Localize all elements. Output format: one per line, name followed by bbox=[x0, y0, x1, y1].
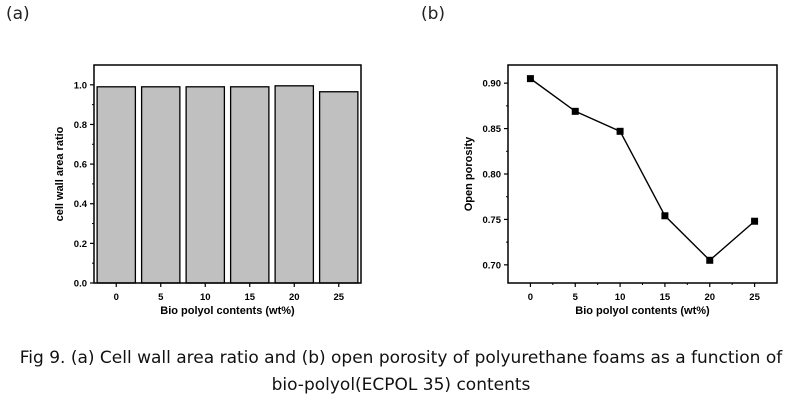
y-tick-label: 0.70 bbox=[483, 260, 502, 271]
bar-15 bbox=[229, 86, 270, 284]
y-tick-label: 0.90 bbox=[483, 79, 502, 90]
y-axis-label: Open porosity bbox=[463, 136, 475, 211]
x-axis-label: Bio polyol contents (wt%) bbox=[575, 305, 710, 317]
data-point-0 bbox=[526, 75, 534, 83]
x-tick-label: 0 bbox=[528, 292, 533, 303]
data-point-25 bbox=[751, 217, 759, 225]
y-tick-label: 0.0 bbox=[74, 279, 87, 290]
caption-line-1: Fig 9. (a) Cell wall area ratio and (b) … bbox=[19, 348, 783, 368]
y-tick-label: 0.4 bbox=[74, 199, 88, 210]
line-chart-open-porosity: 0 5 10 15 20 25 0.70 0.75 0.80 0.85 0.90 Bio polyol… bbox=[463, 64, 778, 317]
y-tick-label: 0.85 bbox=[483, 124, 502, 135]
bar-5 bbox=[140, 86, 181, 284]
y-tick-label: 0.2 bbox=[74, 239, 87, 250]
x-axis-label: Bio polyol contents (wt%) bbox=[160, 305, 295, 317]
plot-frame bbox=[507, 64, 778, 284]
x-tick-label: 20 bbox=[704, 292, 715, 303]
x-tick-label: 20 bbox=[289, 292, 300, 303]
y-tick-label: 1.0 bbox=[74, 80, 87, 91]
panel-b-label: (b) bbox=[421, 4, 446, 24]
bar-25 bbox=[318, 91, 359, 284]
x-tick-label: 0 bbox=[114, 292, 119, 303]
x-tick-label: 10 bbox=[615, 292, 626, 303]
y-tick-label: 0.6 bbox=[74, 160, 87, 171]
y-tick-label: 0.80 bbox=[483, 170, 502, 181]
panel-a-label: (a) bbox=[6, 4, 30, 24]
x-tick-label: 25 bbox=[333, 292, 344, 303]
y-axis-label: cell wall area ratio bbox=[54, 126, 66, 221]
figure-caption: Fig 9. (a) Cell wall area ratio and (b) … bbox=[0, 345, 802, 399]
x-tick-label: 5 bbox=[158, 292, 164, 303]
data-point-10 bbox=[616, 127, 624, 135]
caption-line-2: bio-polyol(ECPOL 35) contents bbox=[271, 375, 531, 395]
bar-0 bbox=[96, 86, 137, 284]
data-point-20 bbox=[706, 256, 714, 264]
bar-10 bbox=[185, 86, 226, 284]
bar-chart-cell-wall-ratio: 0 5 10 15 20 25 0.0 0.2 0.4 0.6 0.8 1.0 Bio polyol c… bbox=[54, 64, 362, 317]
x-tick-label: 5 bbox=[573, 292, 579, 303]
y-tick-label: 0.8 bbox=[74, 120, 87, 131]
x-tick-label: 15 bbox=[660, 292, 671, 303]
figure-charts: 0 5 10 15 20 25 0.0 0.2 0.4 0.6 0.8 1.0 Bio polyol c… bbox=[54, 64, 778, 317]
x-tick-label: 15 bbox=[244, 292, 255, 303]
bar-20 bbox=[274, 85, 315, 284]
plot-frame bbox=[93, 64, 362, 284]
data-point-5 bbox=[571, 107, 579, 115]
series-line bbox=[530, 78, 756, 262]
x-tick-label: 25 bbox=[749, 292, 760, 303]
data-point-15 bbox=[661, 212, 669, 220]
y-tick-label: 0.75 bbox=[483, 215, 502, 226]
x-tick-label: 10 bbox=[200, 292, 211, 303]
